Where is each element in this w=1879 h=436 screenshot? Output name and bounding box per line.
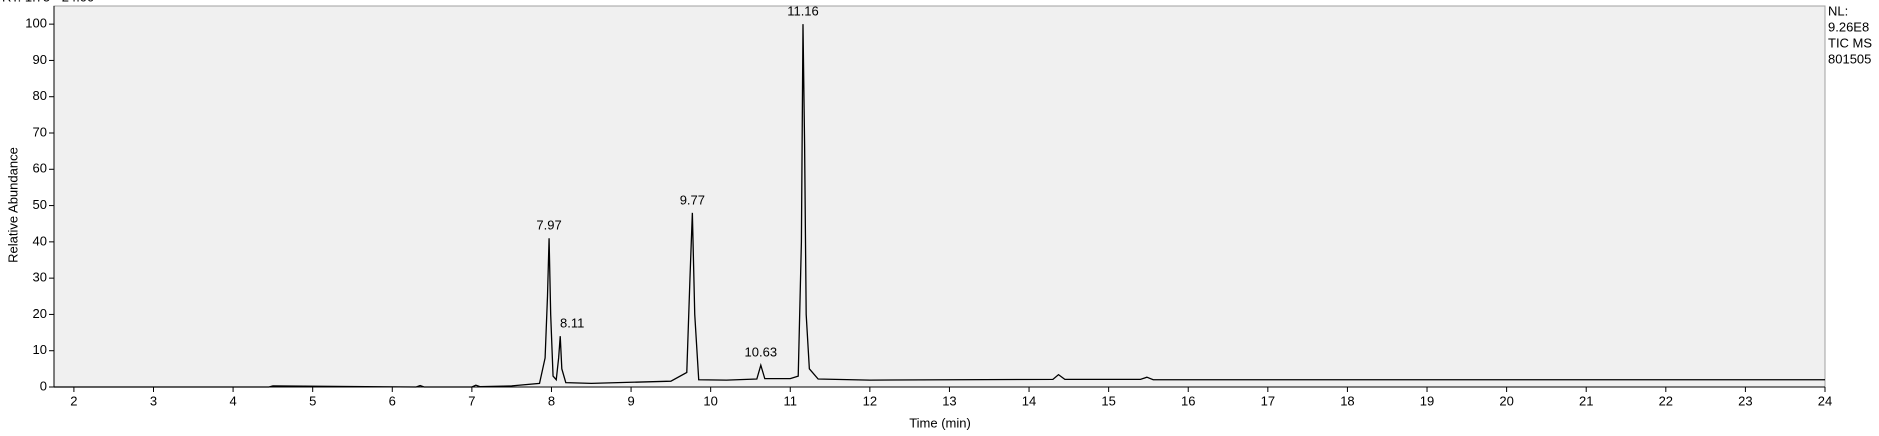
x-tick-label: 6 [389,393,396,408]
x-tick-label: 18 [1340,393,1354,408]
y-tick-label: 50 [33,197,47,212]
info-label: 801505 [1828,51,1871,66]
x-tick-label: 20 [1499,393,1513,408]
info-label: 9.26E8 [1828,19,1869,34]
x-tick-label: 24 [1818,393,1832,408]
peak-label: 10.63 [745,345,778,360]
y-tick-label: 30 [33,270,47,285]
y-axis-title: Relative Abundance [5,147,20,263]
x-tick-label: 10 [703,393,717,408]
chromatogram-line [54,24,1825,388]
x-tick-label: 5 [309,393,316,408]
x-tick-label: 17 [1261,393,1275,408]
info-label: TIC MS [1828,35,1872,50]
x-tick-label: 16 [1181,393,1195,408]
x-tick-label: 9 [627,393,634,408]
peak-label: 7.97 [536,218,561,233]
x-tick-label: 22 [1659,393,1673,408]
y-tick-label: 90 [33,52,47,67]
range-label: RT: 1.75 - 24.00 [2,0,94,4]
y-tick-label: 80 [33,88,47,103]
x-tick-label: 8 [548,393,555,408]
x-tick-label: 23 [1738,393,1752,408]
x-tick-label: 11 [784,393,798,408]
x-tick-label: 14 [1022,393,1036,408]
x-tick-label: 12 [863,393,877,408]
y-tick-label: 70 [33,124,47,139]
x-tick-label: 3 [150,393,157,408]
y-tick-label: 20 [33,306,47,321]
plot-area [53,5,1826,388]
x-axis-title: Time (min) [909,415,971,430]
x-tick-label: 13 [942,393,956,408]
x-tick-label: 21 [1579,393,1593,408]
x-tick-label: 19 [1420,393,1434,408]
peak-label: 9.77 [680,192,705,207]
peak-label: 11.16 [787,4,819,19]
peak-label: 8.11 [560,316,584,331]
y-tick-label: 0 [40,378,47,393]
info-label: NL: [1828,3,1848,18]
y-tick-label: 40 [33,233,47,248]
x-tick-label: 2 [70,393,77,408]
x-tick-label: 7 [468,393,475,408]
y-tick-label: 10 [33,342,47,357]
x-tick-label: 15 [1101,393,1115,408]
y-tick-label: 100 [25,16,47,31]
y-tick-label: 60 [33,161,47,176]
x-tick-label: 4 [229,393,236,408]
